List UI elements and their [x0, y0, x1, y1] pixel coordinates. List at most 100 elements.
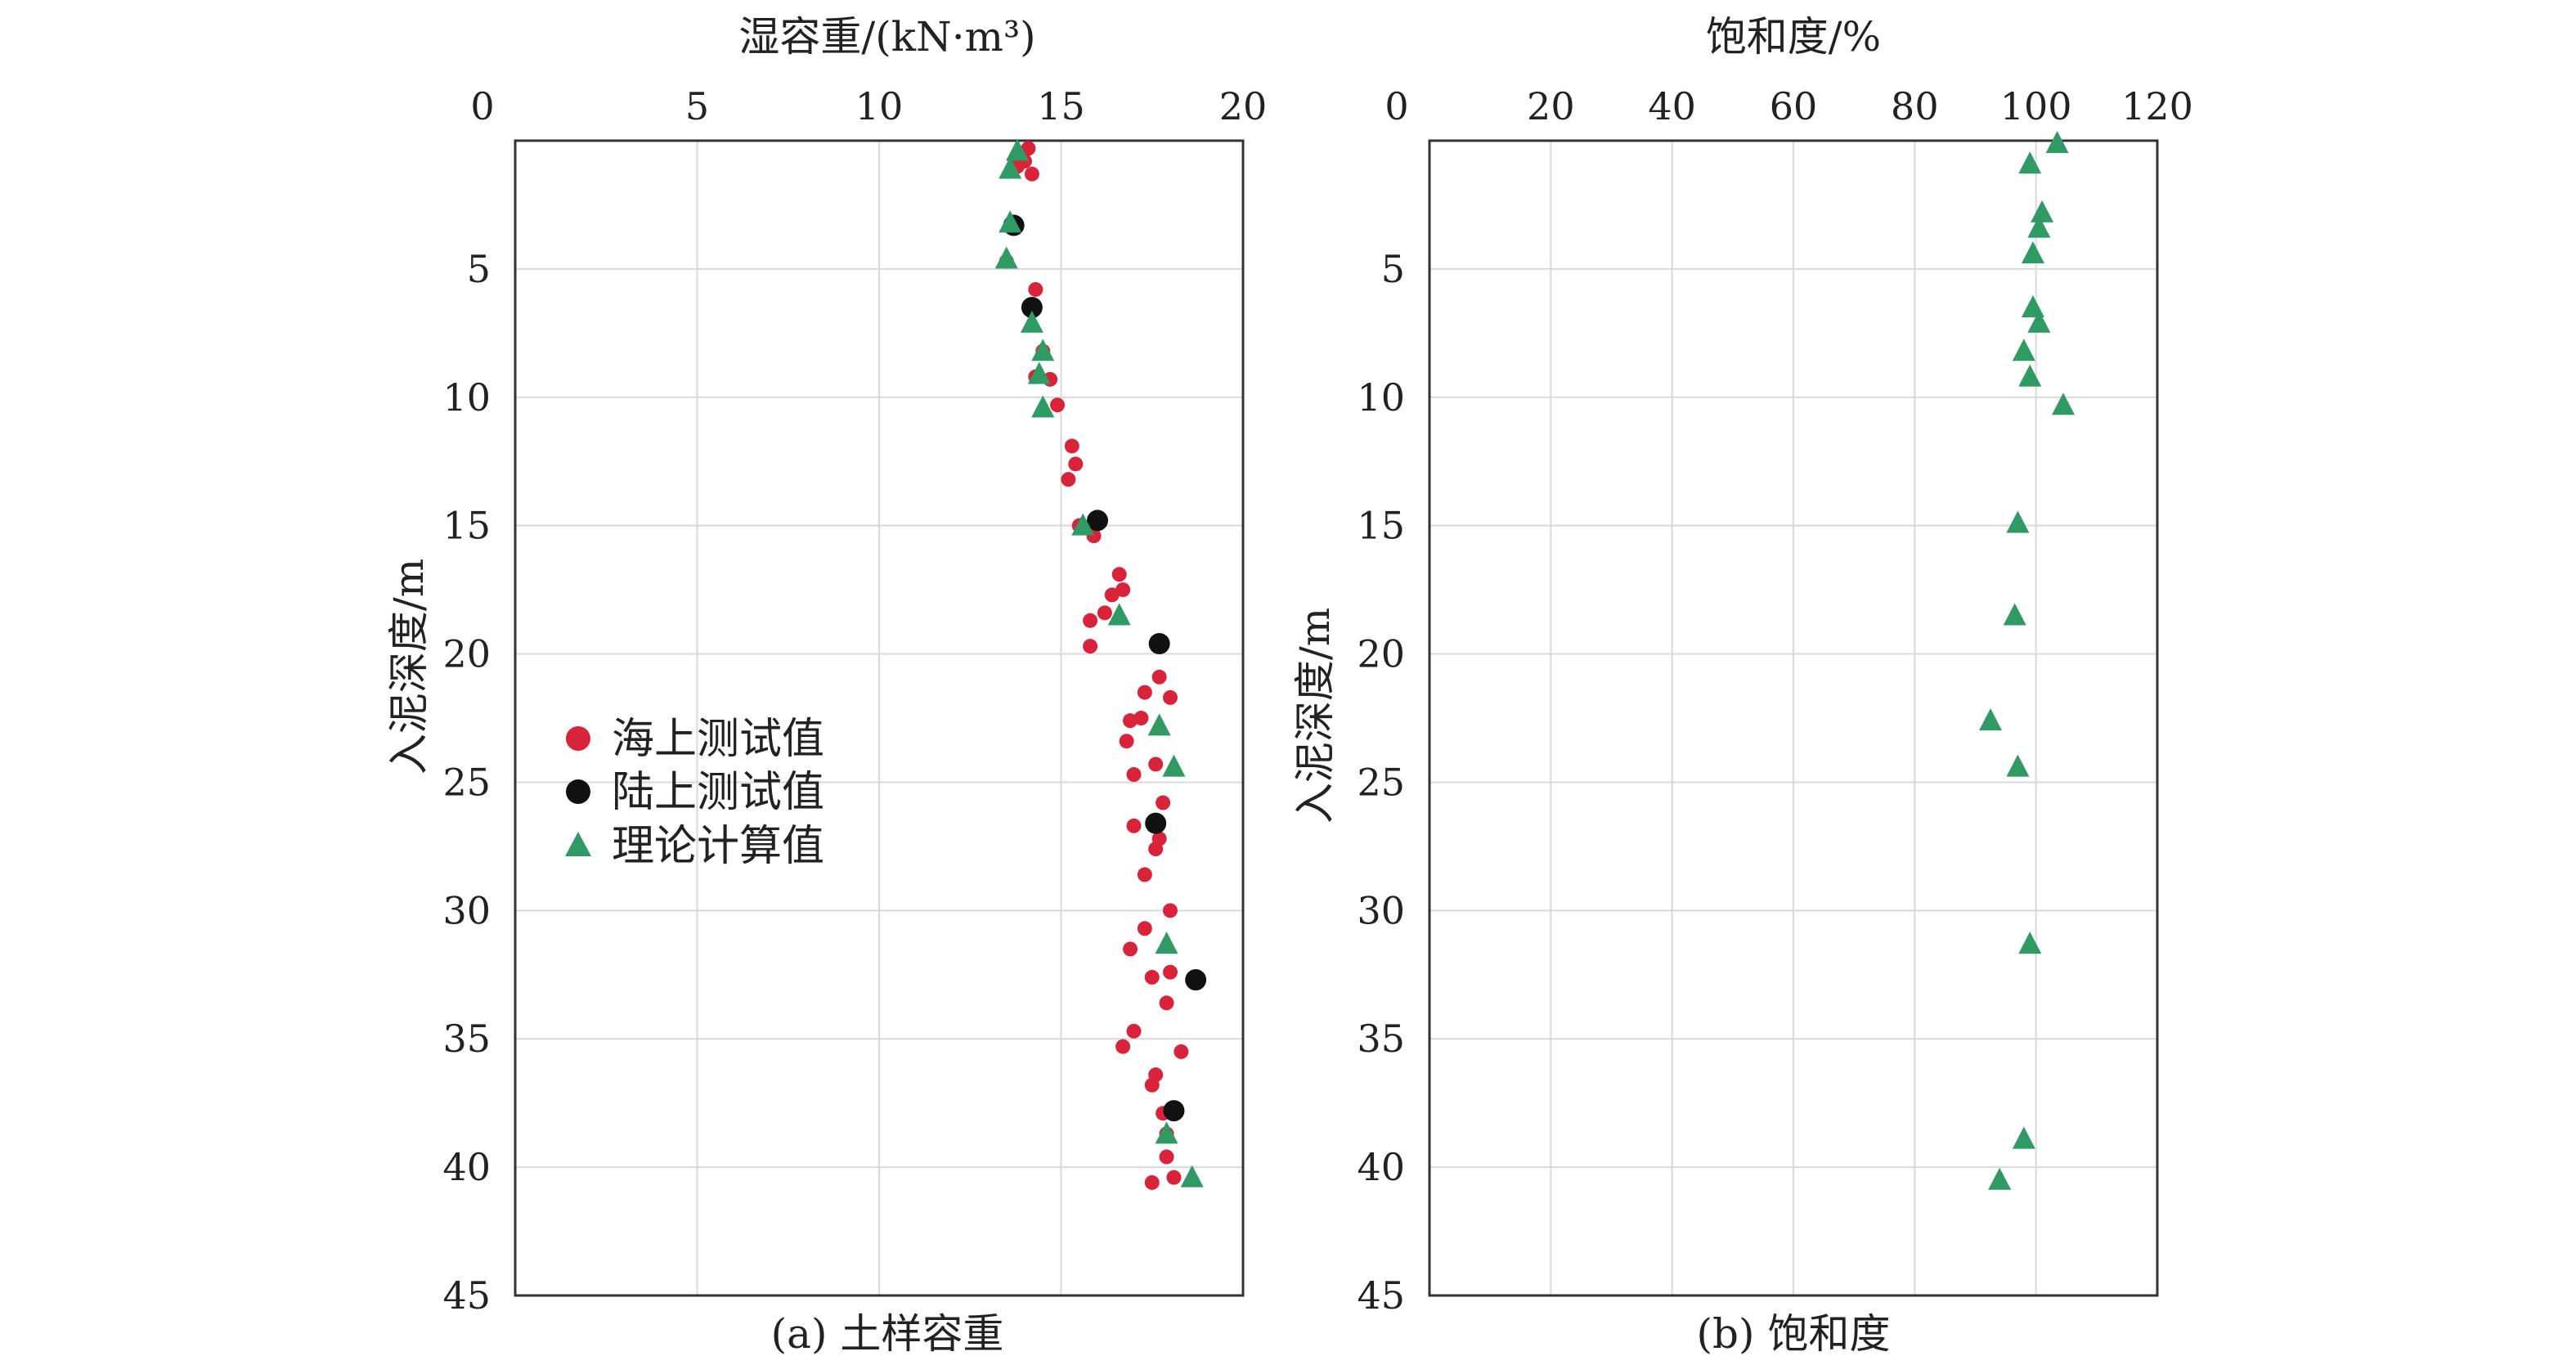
panel-a-circle-point: [1144, 1077, 1160, 1093]
panel-b-triangle-point: [2012, 339, 2035, 361]
panel-b-y-ticks: 5 10 15 20 25 30 35 40 45: [1357, 247, 1405, 1318]
panel-a-circle-point: [1083, 613, 1098, 628]
panel-b-x-tick-label: 120: [2121, 84, 2193, 128]
panel-a-circle-point: [1174, 1044, 1189, 1059]
panel-a-triangle-point: [1107, 603, 1131, 626]
panel-a-triangle-point: [994, 246, 1018, 269]
panel-a-x-tick-label: 5: [685, 84, 709, 128]
panel-a-triangle-point: [1180, 1165, 1204, 1188]
panel-a-y-tick-label: 45: [442, 1273, 491, 1318]
panel-b-x-tick-label: 80: [1891, 84, 1939, 128]
panel-b-triangle-point: [2018, 932, 2042, 954]
panel-a-circle-point: [1064, 438, 1079, 454]
panel-a-y-tick-label: 20: [442, 632, 491, 676]
panel-b-y-tick-label: 25: [1357, 760, 1405, 804]
panel-a-circle-point: [1061, 472, 1076, 487]
panel-a-circle-point: [1137, 867, 1152, 882]
legend-sea-marker: [566, 726, 590, 751]
panel-b-y-tick-label: 5: [1381, 247, 1405, 291]
panel-b-y-tick-label: 20: [1357, 632, 1405, 676]
panel-a-circle-point: [1151, 669, 1167, 685]
panel-b-triangle-point: [2052, 393, 2076, 415]
panel-a-y-tick-label: 15: [442, 504, 491, 548]
panel-b-triangle-point: [1979, 708, 2003, 731]
panel-a-circle-point: [1163, 964, 1178, 980]
panel-b-triangle-point: [2027, 215, 2051, 238]
legend-sea-label: 海上测试值: [612, 715, 824, 764]
panel-a-circle-point: [1021, 296, 1043, 318]
panel-a-triangle-point: [999, 210, 1022, 233]
panel-a-circle-point: [1156, 795, 1171, 810]
panel-b-y-axis-title: 入泥深度/m: [1291, 608, 1339, 824]
panel-a-circle-point: [1021, 141, 1036, 156]
panel-a-circle-point: [1148, 842, 1164, 857]
panel-a-y-tick-label: 35: [442, 1017, 491, 1061]
panel-a-circle-point: [1144, 969, 1160, 985]
panel-a-circle-point: [1145, 812, 1167, 834]
panel-a-y-tick-label: 5: [467, 247, 491, 291]
panel-b-grid: [1429, 141, 2157, 1295]
panel-b-triangle-point: [2006, 754, 2030, 777]
panel-a-circle-point: [1163, 689, 1178, 705]
panel-a-circle-point: [1148, 633, 1170, 655]
panel-a-circle-point: [1144, 1174, 1160, 1190]
panel-a-triangle-point: [1006, 138, 1030, 161]
panel-a-circle-point: [1123, 713, 1138, 729]
panel-a-triangle-point: [999, 156, 1022, 179]
panel-b-triangle-point: [2003, 603, 2026, 626]
panel-a-y-ticks: 5 10 15 20 25 30 35 40 45: [442, 247, 491, 1318]
panel-a-y-tick-label: 10: [442, 375, 491, 420]
panel-a-circle-point: [1097, 605, 1112, 621]
panel-a-triangle-point: [1155, 932, 1178, 954]
panel-a-circle-point: [1137, 921, 1152, 936]
panel-b-x-ticks: 0 20 40 60 80 100 120: [1384, 84, 2193, 128]
panel-a-y-axis-title: 入泥深度/m: [385, 559, 433, 775]
panel-a-circle-point: [1087, 510, 1108, 532]
panel-a-y-tick-label: 40: [442, 1145, 491, 1189]
legend: 海上测试值 陆上测试值 理论计算值: [565, 715, 824, 871]
panel-a-triangle-point: [1071, 513, 1095, 536]
legend-land-label: 陆上测试值: [612, 768, 824, 817]
panel-a-y-tick-label: 30: [442, 888, 491, 932]
panel-b-x-axis-title: 饱和度/%: [1706, 13, 1881, 61]
legend-theory-marker: [565, 832, 591, 856]
panel-b-data-points: [1979, 131, 2076, 1190]
panel-b-x-tick-label: 40: [1648, 84, 1696, 128]
panel-a-circle-point: [1148, 757, 1164, 772]
panel-a-circle-point: [1111, 567, 1127, 582]
panel-b-triangle-point: [2021, 241, 2044, 264]
panel-b-triangle-point: [2018, 151, 2042, 174]
panel-a-grid: [515, 141, 1243, 1295]
panel-b-x-tick-label: 60: [1770, 84, 1818, 128]
panel-b-triangle-point: [2006, 510, 2030, 533]
panel-b-y-tick-label: 45: [1357, 1273, 1405, 1318]
panel-a-circle-point: [1119, 734, 1134, 749]
panel-a-x-ticks: 0 5 10 15 20: [470, 84, 1267, 128]
panel-b-x-tick-label: 20: [1527, 84, 1575, 128]
panel-b-triangle-point: [2045, 131, 2069, 154]
panel-a-x-tick-label: 15: [1037, 84, 1085, 128]
panel-a-triangle-point: [1020, 310, 1043, 333]
panel-a-circle-point: [1163, 903, 1178, 918]
panel-b-triangle-point: [2027, 310, 2051, 333]
panel-a-x-tick-label: 20: [1219, 84, 1268, 128]
panel-a-circle-point: [1166, 1170, 1182, 1185]
panel-b-y-tick-label: 35: [1357, 1017, 1405, 1061]
panel-b-triangle-point: [1988, 1167, 2012, 1190]
panel-a-circle-point: [1163, 1100, 1185, 1122]
panel-a-triangle-point: [1162, 754, 1186, 777]
panel-a-circle-point: [1024, 166, 1039, 182]
panel-a-triangle-point: [1031, 395, 1055, 418]
panel-a-x-tick-label: 10: [855, 84, 904, 128]
panel-b-triangle-point: [2012, 1126, 2035, 1149]
legend-land-marker: [566, 779, 590, 804]
panel-a-y-tick-label: 25: [442, 760, 491, 804]
panel-a-circle-point: [1185, 969, 1207, 991]
panel-b-y-tick-label: 40: [1357, 1145, 1405, 1189]
panel-a-plot-frame: [514, 139, 1245, 1297]
panel-a-circle-point: [1123, 941, 1138, 957]
panel-a-circle-point: [1126, 818, 1142, 833]
panel-a-triangle-point: [1027, 361, 1051, 384]
panel-b-triangle-point: [2018, 364, 2042, 387]
